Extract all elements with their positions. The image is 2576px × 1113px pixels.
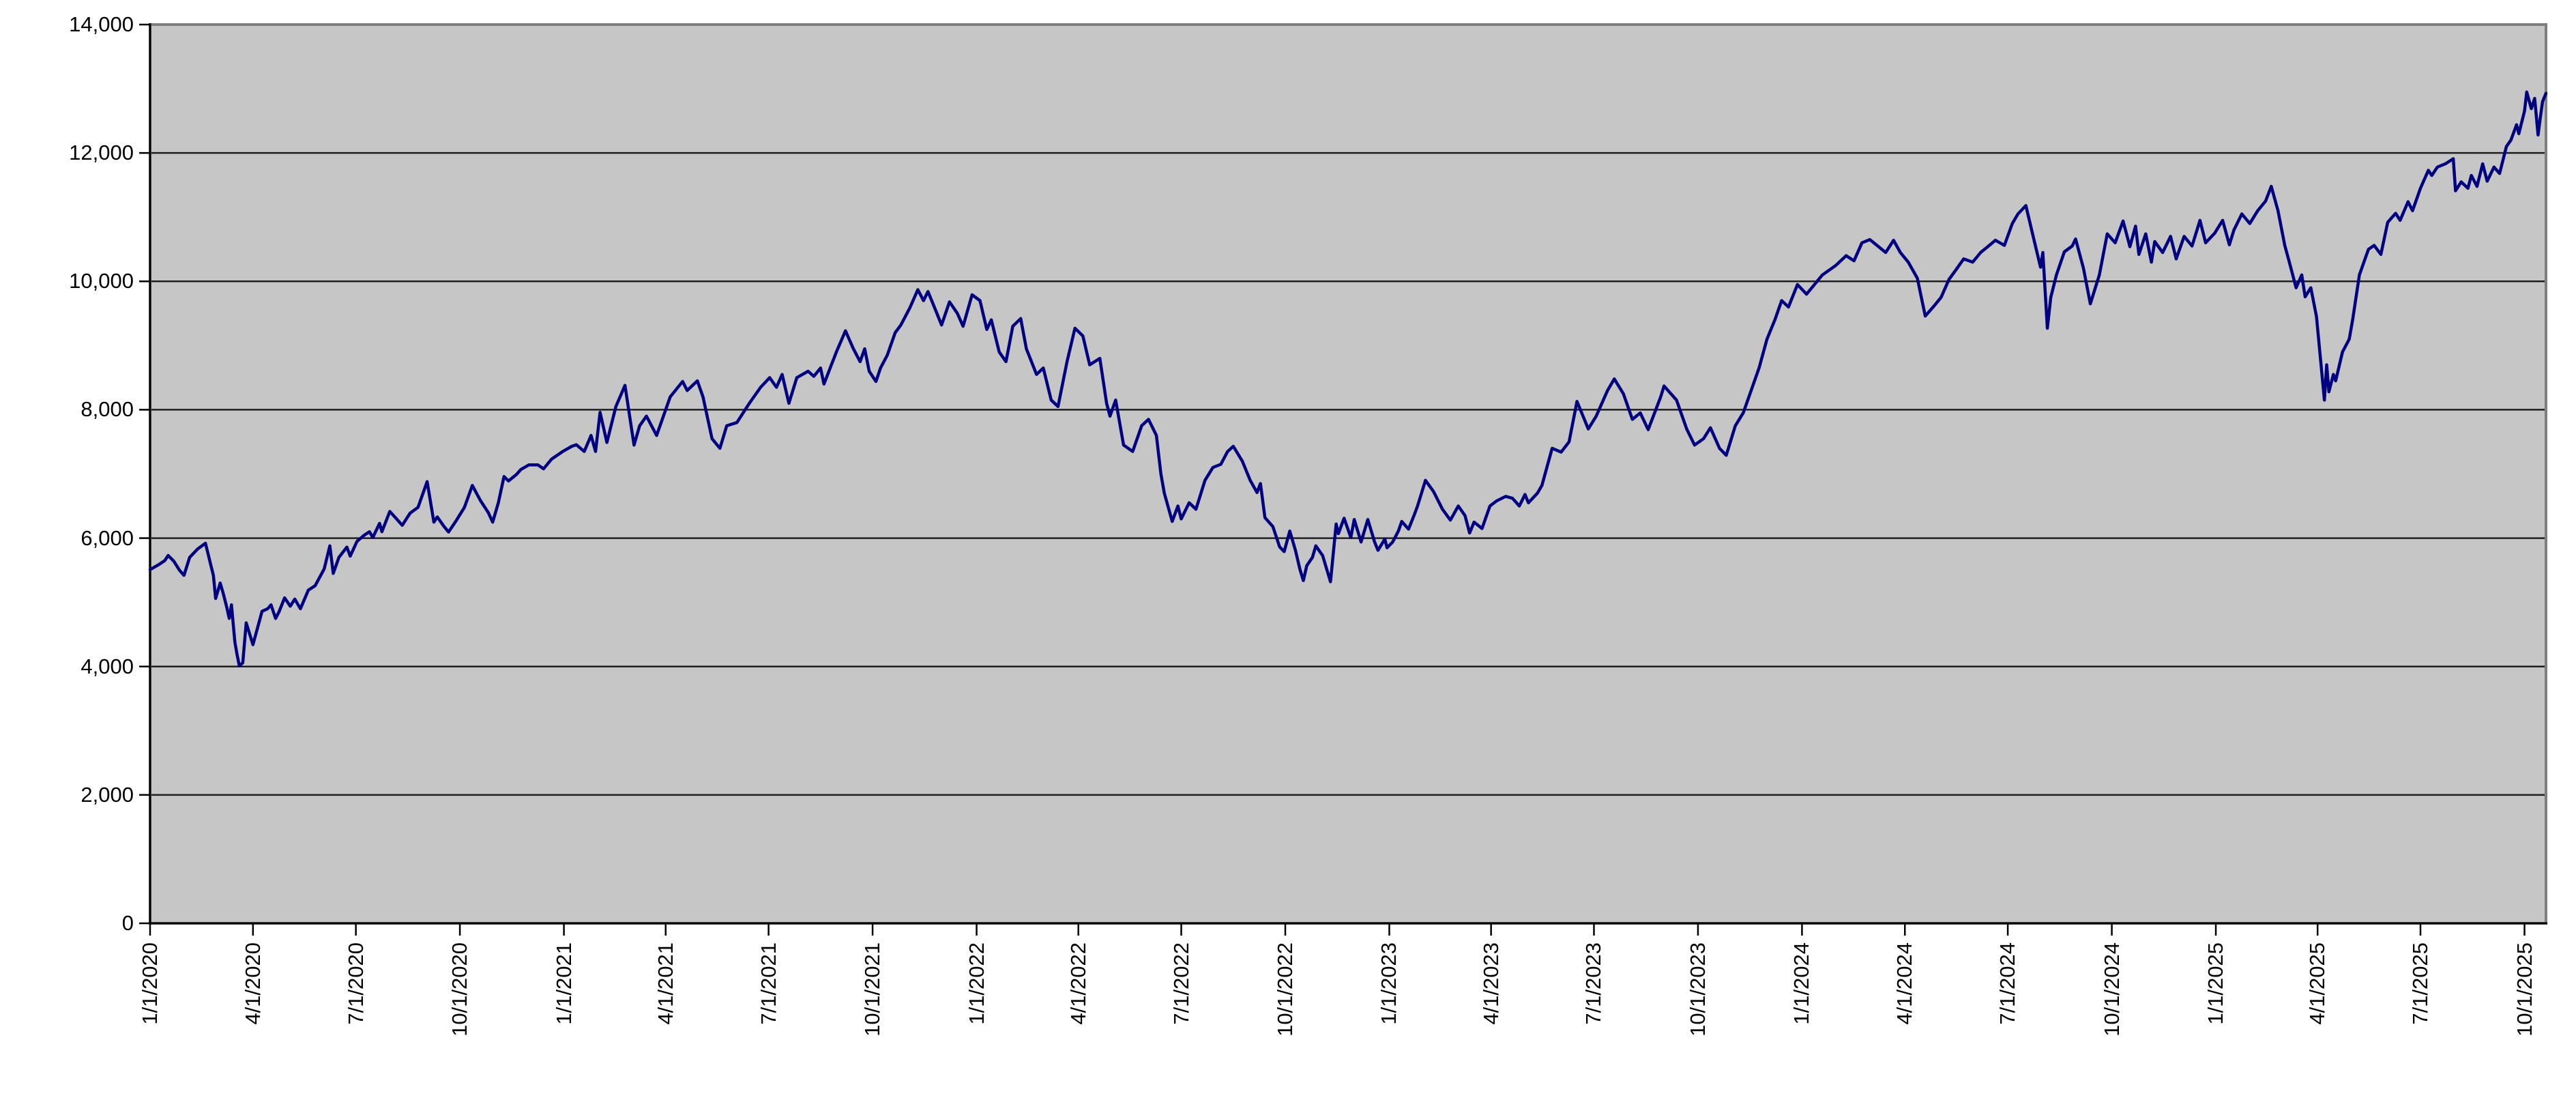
x-axis-tick-label-anchor: 1/1/2025	[2204, 942, 2286, 1025]
x-axis-tick-label: 7/1/2023	[1581, 942, 1606, 1025]
x-axis-tick-label: 4/1/2023	[1478, 942, 1503, 1025]
x-axis-tick-label: 1/1/2022	[964, 942, 989, 1025]
x-axis-tick-label: 4/1/2020	[240, 942, 265, 1025]
x-axis-tick-label-anchor: 4/1/2020	[241, 942, 323, 1025]
x-axis-tick-label: 7/1/2021	[756, 942, 780, 1025]
y-axis-tick-label: 14,000	[69, 12, 134, 36]
x-axis-tick-label-anchor: 7/1/2022	[1169, 942, 1252, 1025]
x-axis-tick-label-anchor: 4/1/2025	[2305, 942, 2388, 1025]
x-axis-tick-label-anchor: 7/1/2025	[2408, 942, 2491, 1025]
x-axis-tick-label-anchor: 1/1/2023	[1377, 942, 1459, 1025]
x-axis-tick-label: 10/1/2022	[1273, 942, 1297, 1037]
x-axis-tick-label-anchor: 10/1/2023	[1686, 942, 1780, 1037]
x-axis-tick-label-anchor: 10/1/2022	[1273, 942, 1367, 1037]
x-axis-tick-label: 7/1/2020	[343, 942, 368, 1025]
x-axis-tick-label: 7/1/2025	[2408, 942, 2433, 1025]
x-axis-tick-label: 10/1/2020	[448, 942, 472, 1037]
x-axis-tick-label-anchor: 4/1/2024	[1892, 942, 1975, 1025]
x-axis-tick-label: 1/1/2025	[2204, 942, 2228, 1025]
x-axis-tick-label: 10/1/2025	[2512, 942, 2536, 1037]
y-axis-tick-label: 8,000	[80, 397, 134, 422]
y-axis-tick-label: 2,000	[80, 782, 134, 807]
y-axis-tick-label: 0	[121, 911, 134, 935]
x-axis-tick-label-anchor: 4/1/2023	[1479, 942, 1562, 1025]
x-axis-tick-label: 7/1/2024	[1995, 942, 2020, 1025]
data-series-line	[148, 90, 2548, 668]
y-axis-tick-label: 6,000	[80, 525, 134, 550]
x-axis-tick-label: 4/1/2024	[1892, 942, 1917, 1025]
x-axis-tick-label-anchor: 4/1/2022	[1066, 942, 1149, 1025]
x-axis-tick-label: 4/1/2021	[653, 942, 677, 1025]
x-axis-tick-label: 1/1/2023	[1377, 942, 1401, 1025]
x-axis-tick-label-anchor: 1/1/2024	[1789, 942, 1872, 1025]
y-axis-tick-label: 4,000	[80, 654, 134, 678]
x-axis-tick-label-anchor: 1/1/2020	[138, 942, 220, 1025]
x-axis-tick-label: 4/1/2025	[2305, 942, 2330, 1025]
x-axis-tick-label-anchor: 7/1/2024	[1995, 942, 2078, 1025]
x-axis-tick-label: 1/1/2020	[138, 942, 162, 1025]
y-axis-tick-label: 10,000	[69, 269, 134, 293]
x-axis-tick-label: 10/1/2023	[1685, 942, 1710, 1037]
y-axis-tick-label: 12,000	[69, 141, 134, 165]
x-axis-tick-label-anchor: 7/1/2020	[344, 942, 426, 1025]
x-axis-tick-label: 10/1/2024	[2099, 942, 2124, 1037]
x-axis-tick-label-anchor: 1/1/2021	[552, 942, 634, 1025]
x-axis-tick-label-anchor: 7/1/2021	[757, 942, 839, 1025]
x-axis-tick-label-anchor: 7/1/2023	[1581, 942, 1664, 1025]
x-axis-tick-label-anchor: 1/1/2022	[965, 942, 1047, 1025]
x-axis-tick-label-anchor: 10/1/2024	[2100, 942, 2194, 1037]
x-axis-tick-label-anchor: 10/1/2021	[860, 942, 954, 1037]
x-axis-tick-label: 4/1/2022	[1066, 942, 1090, 1025]
x-axis-tick-label-anchor: 4/1/2021	[654, 942, 736, 1025]
x-axis-tick-label-anchor: 10/1/2020	[448, 942, 542, 1037]
plot-background	[150, 25, 2546, 923]
x-axis-tick-label-anchor: 10/1/2025	[2513, 942, 2576, 1037]
x-axis-tick-label: 7/1/2022	[1169, 942, 1193, 1025]
x-axis-tick-label: 1/1/2024	[1789, 942, 1814, 1025]
x-axis-tick-label: 10/1/2021	[860, 942, 885, 1037]
x-axis-tick-label: 1/1/2021	[551, 942, 576, 1025]
